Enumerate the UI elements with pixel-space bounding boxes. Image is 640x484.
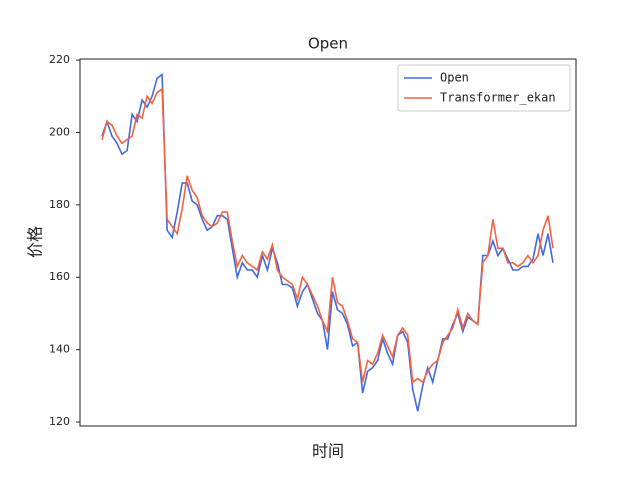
y-tick-label: 160 (49, 270, 70, 283)
y-tick-label: 180 (49, 198, 70, 211)
series-line (101, 73, 554, 412)
legend: Open Transformer_ekan (397, 64, 571, 112)
plot-frame (79, 58, 577, 427)
y-tick-label: 220 (49, 53, 70, 66)
x-axis-label: 时间 (312, 442, 344, 461)
y-tick-label: 120 (49, 415, 70, 428)
y-tick-label: 140 (49, 343, 70, 356)
legend-label: Open (440, 71, 469, 85)
y-axis-label: 价格 (26, 226, 45, 258)
legend-label: Transformer_ekan (440, 91, 556, 105)
legend-box (397, 64, 571, 112)
series-line (101, 87, 554, 384)
chart-title: Open (308, 35, 348, 53)
y-tick-label: 200 (49, 125, 70, 138)
